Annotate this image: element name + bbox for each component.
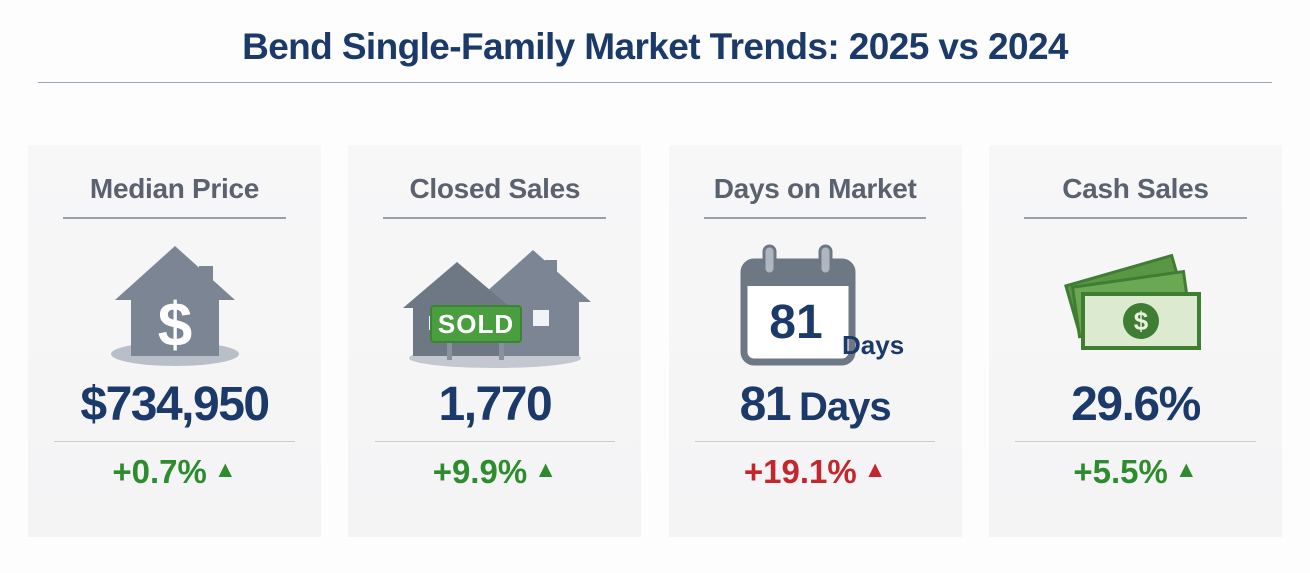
card-median-price: Median Price $ $734,950 +0.7% ▲ — [28, 145, 321, 537]
calendar-day-number: 81 — [769, 296, 822, 349]
right-roof-shape — [474, 250, 591, 302]
value-text: 81 — [739, 378, 792, 431]
sold-sign-text: SOLD — [438, 309, 514, 339]
change-text: +0.7% — [112, 453, 207, 490]
title-divider — [38, 82, 1272, 83]
dollar-glyph: $ — [1134, 306, 1149, 336]
sold-sign-shape — [429, 305, 522, 343]
binder-ring — [818, 244, 833, 276]
header: Bend Single-Family Market Trends: 2025 v… — [0, 0, 1310, 83]
change-text: +5.5% — [1073, 453, 1168, 490]
calendar-icon: 81 Days — [740, 244, 904, 366]
icon-wrap: $ — [95, 231, 255, 381]
change-indicator: +0.7% ▲ — [112, 455, 236, 488]
icon-wrap: $ — [1045, 231, 1225, 381]
value-divider — [374, 441, 615, 442]
sign-post — [446, 340, 452, 360]
house-dollar-icon: $ — [110, 246, 239, 366]
calendar-header-shape — [744, 262, 853, 286]
house-body-shape — [130, 298, 219, 356]
page-title: Bend Single-Family Market Trends: 2025 v… — [242, 26, 1068, 67]
card-label: Median Price — [63, 173, 286, 219]
icon-wrap: 81 Days — [720, 231, 910, 381]
value-divider — [1015, 441, 1256, 442]
left-roof-shape — [402, 262, 511, 308]
value-text: 1,770 — [438, 378, 553, 431]
up-arrow-icon: ▲ — [1174, 456, 1198, 482]
binder-ring — [762, 244, 777, 276]
roof-shape — [114, 246, 235, 300]
sold-houses-icon: SOLD — [402, 250, 591, 368]
card-label: Cash Sales — [1024, 173, 1247, 219]
value-divider — [54, 441, 295, 442]
card-days-on-market: Days on Market 81 Days 81 Days +19.1% ▲ — [668, 145, 962, 537]
cash-icon: $ — [1064, 253, 1202, 350]
card-closed-sales: Closed Sales SOLD — [348, 145, 642, 537]
stat-cards-row: Median Price $ $734,950 +0.7% ▲ C — [0, 145, 1310, 537]
value-divider — [695, 441, 936, 442]
dollar-glyph: $ — [157, 291, 191, 360]
sign-post — [498, 340, 504, 360]
icon-wrap: SOLD — [395, 231, 595, 381]
value-text: 29.6% — [1071, 378, 1201, 431]
card-label: Days on Market — [703, 173, 927, 219]
value-text: $734,950 — [80, 378, 270, 431]
up-arrow-icon: ▲ — [213, 456, 237, 482]
card-cash-sales: Cash Sales $ 29.6% +5. — [988, 145, 1282, 537]
change-text: +9.9% — [432, 453, 528, 490]
stat-value: 1,770 — [438, 378, 553, 431]
coin-circle-shape — [1123, 303, 1160, 339]
calendar-day-unit: Days — [842, 330, 904, 360]
change-indicator: +19.1% ▲ — [744, 455, 887, 488]
change-indicator: +9.9% ▲ — [433, 455, 557, 488]
card-label: Closed Sales — [383, 173, 607, 219]
stat-value: 29.6% — [1071, 378, 1201, 431]
up-arrow-icon: ▲ — [534, 456, 557, 482]
value-suffix: Days — [799, 385, 892, 429]
change-text: +19.1% — [743, 453, 857, 490]
change-indicator: +5.5% ▲ — [1073, 455, 1197, 488]
stat-value: $734,950 — [80, 378, 270, 431]
up-arrow-icon: ▲ — [863, 456, 887, 482]
stat-value: 81 Days — [739, 378, 892, 431]
